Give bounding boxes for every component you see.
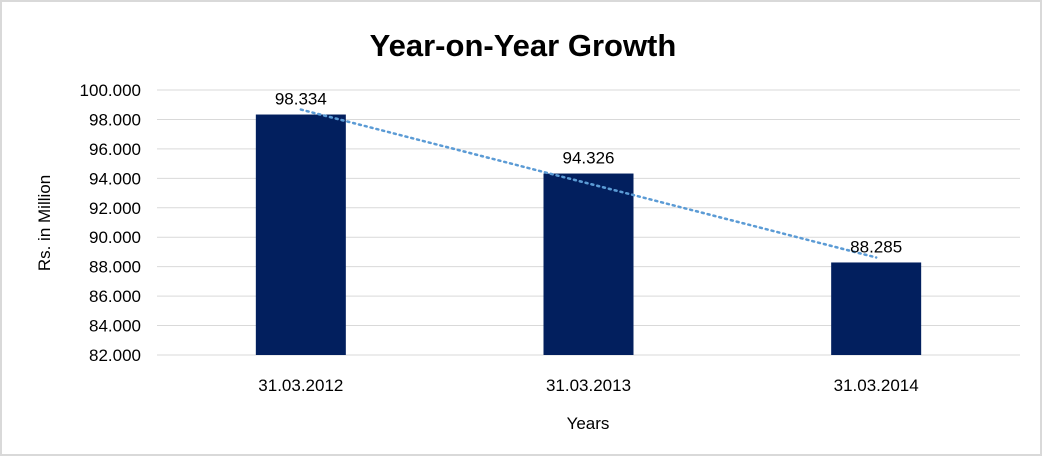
y-tick-label: 84.000 xyxy=(89,317,141,336)
x-axis-label: Years xyxy=(567,414,610,433)
data-label: 94.326 xyxy=(563,149,615,168)
y-tick-label: 92.000 xyxy=(89,199,141,218)
x-tick-label: 31.03.2014 xyxy=(834,376,919,395)
y-axis-label: Rs. in Million xyxy=(35,175,54,271)
y-tick-label: 88.000 xyxy=(89,258,141,277)
bar xyxy=(831,262,922,355)
y-tick-label: 86.000 xyxy=(89,287,141,306)
chart-title: Year-on-Year Growth xyxy=(370,28,677,63)
x-tick-label: 31.03.2013 xyxy=(546,376,631,395)
y-tick-label: 96.000 xyxy=(89,140,141,159)
y-tick-label: 90.000 xyxy=(89,228,141,247)
data-label: 98.334 xyxy=(275,90,327,109)
trendline xyxy=(299,108,878,259)
x-tick-label: 31.03.2012 xyxy=(258,376,343,395)
y-tick-label: 98.000 xyxy=(89,110,141,129)
bar xyxy=(543,173,634,355)
data-label: 88.285 xyxy=(850,237,902,256)
bar xyxy=(255,114,346,355)
y-tick-label: 82.000 xyxy=(89,346,141,365)
y-tick-label: 100.000 xyxy=(80,81,141,100)
y-tick-label: 94.000 xyxy=(89,169,141,188)
